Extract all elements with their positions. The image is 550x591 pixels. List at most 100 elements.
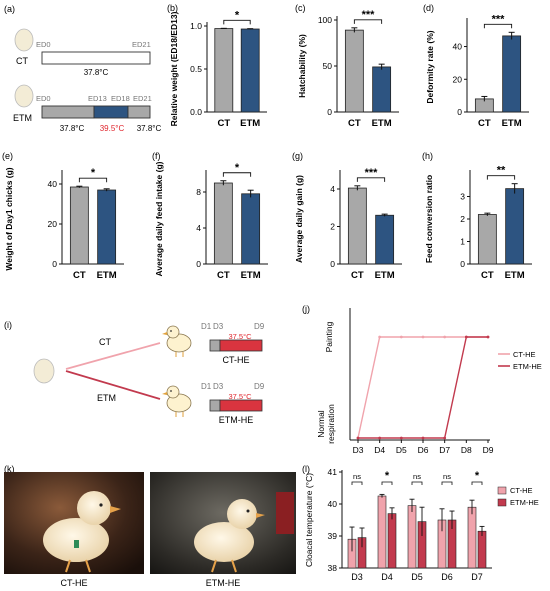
etm-he-caption: ETM-HE xyxy=(206,578,241,588)
y-tick-label: 38 xyxy=(328,563,338,573)
y-axis-label: Feed conversion ratio xyxy=(424,175,434,263)
chart-g: (g) Average daily gain (g) 0 2 4 CT ETM *** xyxy=(292,151,402,281)
ct-end-label: ED21 xyxy=(132,40,151,49)
data-point xyxy=(443,335,447,339)
ct-incubation-bar xyxy=(41,51,151,65)
bar-ct-he xyxy=(377,495,387,569)
chick-icon xyxy=(162,385,192,417)
bar-etm xyxy=(375,214,395,265)
data-point xyxy=(356,436,360,440)
data-point xyxy=(486,335,490,339)
legend-label: ETM-HE xyxy=(510,498,539,507)
significance-label: * xyxy=(235,162,240,174)
significance-bracket xyxy=(471,481,483,485)
significance-bracket xyxy=(223,19,251,25)
ct-box-heat xyxy=(219,339,263,352)
y-tick-label: 100 xyxy=(318,15,332,25)
y-tick-label: 0 xyxy=(330,259,335,269)
y-tick-label: 0 xyxy=(460,259,465,269)
y-axis-label: Deformity rate (%) xyxy=(425,30,435,103)
x-tick-label: D5 xyxy=(396,445,407,455)
x-tick-label: D3 xyxy=(353,445,364,455)
etm-he-photo xyxy=(150,472,296,574)
panel-a: (a) CT ED0 ED21 37.8°C ETM ED0 ED13 ED18… xyxy=(4,4,162,133)
significance-label: * xyxy=(91,167,96,179)
bar-etm xyxy=(97,189,117,265)
legend-label: ETM-HE xyxy=(513,362,542,371)
panel-k-letter: (k) xyxy=(4,464,15,474)
y-axis-label: Relative weight (ED18/ED13) xyxy=(169,11,179,126)
x-tick-label: D9 xyxy=(483,445,494,455)
significance-label: ns xyxy=(353,472,361,481)
ct-box-d3: D3 xyxy=(213,322,224,331)
ct-he-caption: CT-HE xyxy=(61,578,88,588)
etm-box-d1: D1 xyxy=(201,382,212,391)
bar-etm-he xyxy=(477,530,487,569)
x-tick-label: CT xyxy=(481,270,494,281)
significance-label: * xyxy=(385,470,390,482)
y-tick-label: 8 xyxy=(196,187,201,197)
ct-label: CT xyxy=(16,56,28,66)
y-tick-label: 41 xyxy=(328,467,338,477)
significance-bracket xyxy=(381,481,393,485)
etm-box-heat xyxy=(219,399,263,412)
chick-icon xyxy=(162,325,192,357)
egg-icon xyxy=(14,28,34,52)
ct-branch-line xyxy=(65,342,161,370)
ct-start-label: ED0 xyxy=(36,40,51,49)
x-tick-label: CT xyxy=(217,270,230,281)
etm-label: ETM xyxy=(13,113,32,123)
ct-box-name: CT-HE xyxy=(223,355,250,365)
legend-label: CT-HE xyxy=(513,350,536,359)
y-axis-label: Average daily gain (g) xyxy=(294,175,304,263)
significance-label: *** xyxy=(492,13,506,25)
panel-letter: (g) xyxy=(292,151,303,161)
x-tick-label: D8 xyxy=(461,445,472,455)
ct-box-d9: D9 xyxy=(254,322,265,331)
etm-box-temp: 37.5°C xyxy=(228,392,252,401)
etm-temp3-label: 37.8°C xyxy=(137,124,162,133)
data-point xyxy=(399,335,403,339)
legend-swatch xyxy=(497,486,507,495)
y-axis-label: Cloacal temperature (°C) xyxy=(304,473,314,567)
y-tick-label: 1 xyxy=(460,237,465,247)
etm-normal-bar-2 xyxy=(127,105,151,119)
significance-bracket xyxy=(483,23,513,29)
y-tick-label: 2 xyxy=(330,222,335,232)
etm-branch-label: ETM xyxy=(97,393,116,403)
x-tick-label: D4 xyxy=(374,445,385,455)
x-tick-label: ETM xyxy=(375,270,395,281)
chart-b: (b)Relative weight (ED18/ED13) 0.0 0.5 1.0 C… xyxy=(167,3,267,129)
ct-temp-label: 37.8°C xyxy=(84,68,109,77)
chart-h: (h) Feed conversion ratio 0 1 2 3 CT ETM ** xyxy=(422,151,532,281)
y-tick-label-bottom: respiration xyxy=(326,404,336,444)
ct-branch-label: CT xyxy=(99,337,111,347)
bar-ct xyxy=(213,182,233,265)
y-tick-label: 4 xyxy=(330,184,335,194)
bar-etm xyxy=(505,188,525,265)
panel-letter: (d) xyxy=(423,3,434,13)
bar-ct xyxy=(477,214,497,265)
chart-d: (d) Deformity rate (%) 0 20 40 CT ETM *** xyxy=(423,3,529,129)
etm-heat-bar xyxy=(93,105,129,119)
data-point xyxy=(443,436,447,440)
chart-c: (c) Hatchability (%) 0 50 100 CT ETM *** xyxy=(295,3,399,129)
significance-bracket xyxy=(353,19,383,24)
panel-letter: (e) xyxy=(2,151,13,161)
significance-bracket xyxy=(351,481,363,485)
x-tick-label: CT xyxy=(478,118,491,129)
significance-bracket xyxy=(78,177,108,183)
etm-end-label: ED21 xyxy=(133,94,152,103)
y-tick-label-top: Painting xyxy=(324,321,334,352)
significance-label: * xyxy=(475,470,480,482)
bar-etm xyxy=(240,28,260,113)
etm-m1-label: ED13 xyxy=(88,94,107,103)
ct-box-gray xyxy=(209,339,221,352)
y-tick-label: 0 xyxy=(52,259,57,269)
panel-k: (k) CT-HE ETM-HE xyxy=(4,464,296,588)
x-tick-label: D4 xyxy=(381,572,393,582)
x-tick-label: ETM xyxy=(372,118,392,129)
significance-bracket xyxy=(441,481,453,485)
bar-etm xyxy=(241,193,261,265)
x-tick-label: ETM xyxy=(505,270,525,281)
